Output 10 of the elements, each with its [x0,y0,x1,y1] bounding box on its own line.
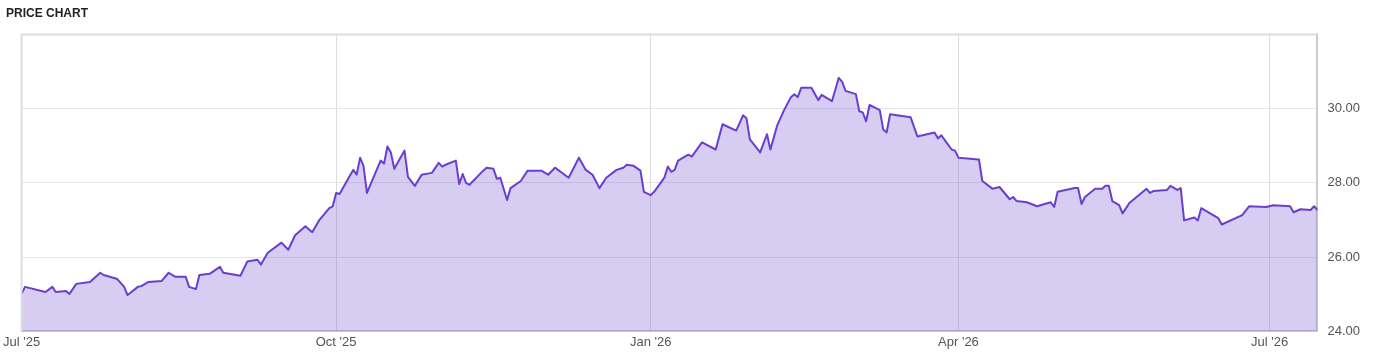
x-tick-label: Jul '25 [3,333,41,349]
chart-title: PRICE CHART [6,5,89,20]
x-tick-label: Jul '26 [1251,333,1289,349]
y-tick-label: 26.00 [1327,248,1361,264]
y-tick-label: 24.00 [1327,322,1361,338]
x-tick-label: Oct '25 [315,333,357,349]
x-tick-label: Jan '26 [629,333,672,349]
x-tick-label: Apr '26 [938,333,979,349]
y-tick-label: 30.00 [1327,100,1361,116]
y-tick-label: 28.00 [1327,174,1361,190]
